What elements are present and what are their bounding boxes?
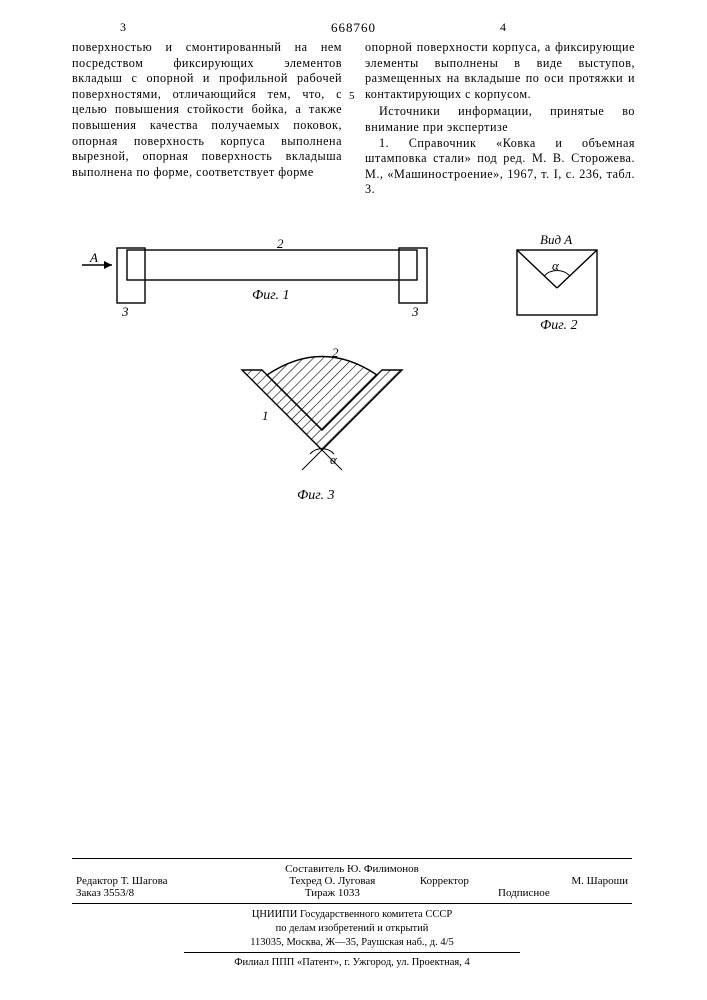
figures-area: А 2 3 3 Фиг. 1 Вид А α Фиг. 2 1 2 α Фиг.… xyxy=(72,230,632,530)
footer-proof-name: М. Шароши xyxy=(517,875,632,887)
fig1-label-3l: 3 xyxy=(122,304,129,320)
document-number: 668760 xyxy=(0,20,707,36)
fig2-caption: Фиг. 2 xyxy=(540,318,578,334)
sources-heading: Источники информации, принятые во вниман… xyxy=(365,104,635,135)
figures-svg xyxy=(72,230,632,530)
fig3-label-1: 1 xyxy=(262,408,269,424)
source-1: 1. Справочник «Ковка и объемная штамповк… xyxy=(365,136,635,198)
fig2-heading: Вид А xyxy=(540,232,572,248)
footer-rule-3 xyxy=(184,952,520,953)
footer-credits-table: Редактор Т. Шагова Техред О. Луговая Кор… xyxy=(72,875,632,899)
footer-podpis: Подписное xyxy=(416,887,632,899)
footer-addr2: Филиал ППП «Патент», г. Ужгород, ул. Про… xyxy=(72,956,632,970)
right-page-number: 4 xyxy=(500,20,506,35)
fig3-alpha: α xyxy=(330,452,337,468)
fig1-label-3r: 3 xyxy=(412,304,419,320)
fig1-label-2: 2 xyxy=(277,236,284,252)
margin-ref-5: 5 xyxy=(349,90,355,102)
footer-row-2: Заказ 3553/8 Тираж 1033 Подписное xyxy=(72,887,632,899)
footer-org1: ЦНИИПИ Государственного комитета СССР xyxy=(72,908,632,922)
footer-org: ЦНИИПИ Государственного комитета СССР по… xyxy=(72,908,632,970)
footer-rule-1 xyxy=(72,858,632,859)
footer-order: Заказ 3553/8 xyxy=(72,887,249,899)
footer-row-1: Редактор Т. Шагова Техред О. Луговая Кор… xyxy=(72,875,632,887)
fig1-label-A: А xyxy=(90,250,98,266)
footer-addr1: 113035, Москва, Ж—35, Раушская наб., д. … xyxy=(72,936,632,950)
footer: Составитель Ю. Филимонов Редактор Т. Шаг… xyxy=(72,854,632,970)
right-paragraph-1: опорной поверхности корпуса, а фиксирующ… xyxy=(365,40,635,102)
fig2-alpha: α xyxy=(552,258,559,274)
fig3-label-2: 2 xyxy=(332,345,339,361)
fig3-caption: Фиг. 3 xyxy=(297,488,335,504)
footer-compiler: Составитель Ю. Филимонов xyxy=(72,863,632,875)
fig1-caption: Фиг. 1 xyxy=(252,288,290,304)
left-text-column: поверхностью и смонтированный на нем пос… xyxy=(72,40,342,180)
footer-tirazh: Тираж 1033 xyxy=(249,887,416,899)
left-paragraph: поверхностью и смонтированный на нем пос… xyxy=(72,40,342,180)
footer-editor: Редактор Т. Шагова xyxy=(72,875,249,887)
footer-rule-2 xyxy=(72,903,632,904)
footer-org2: по делам изобретений и открытий xyxy=(72,922,632,936)
left-page-number: 3 xyxy=(120,20,126,35)
right-text-column: опорной поверхности корпуса, а фиксирующ… xyxy=(365,40,635,198)
footer-proof-label: Корректор xyxy=(416,875,517,887)
footer-tech: Техред О. Луговая xyxy=(249,875,416,887)
